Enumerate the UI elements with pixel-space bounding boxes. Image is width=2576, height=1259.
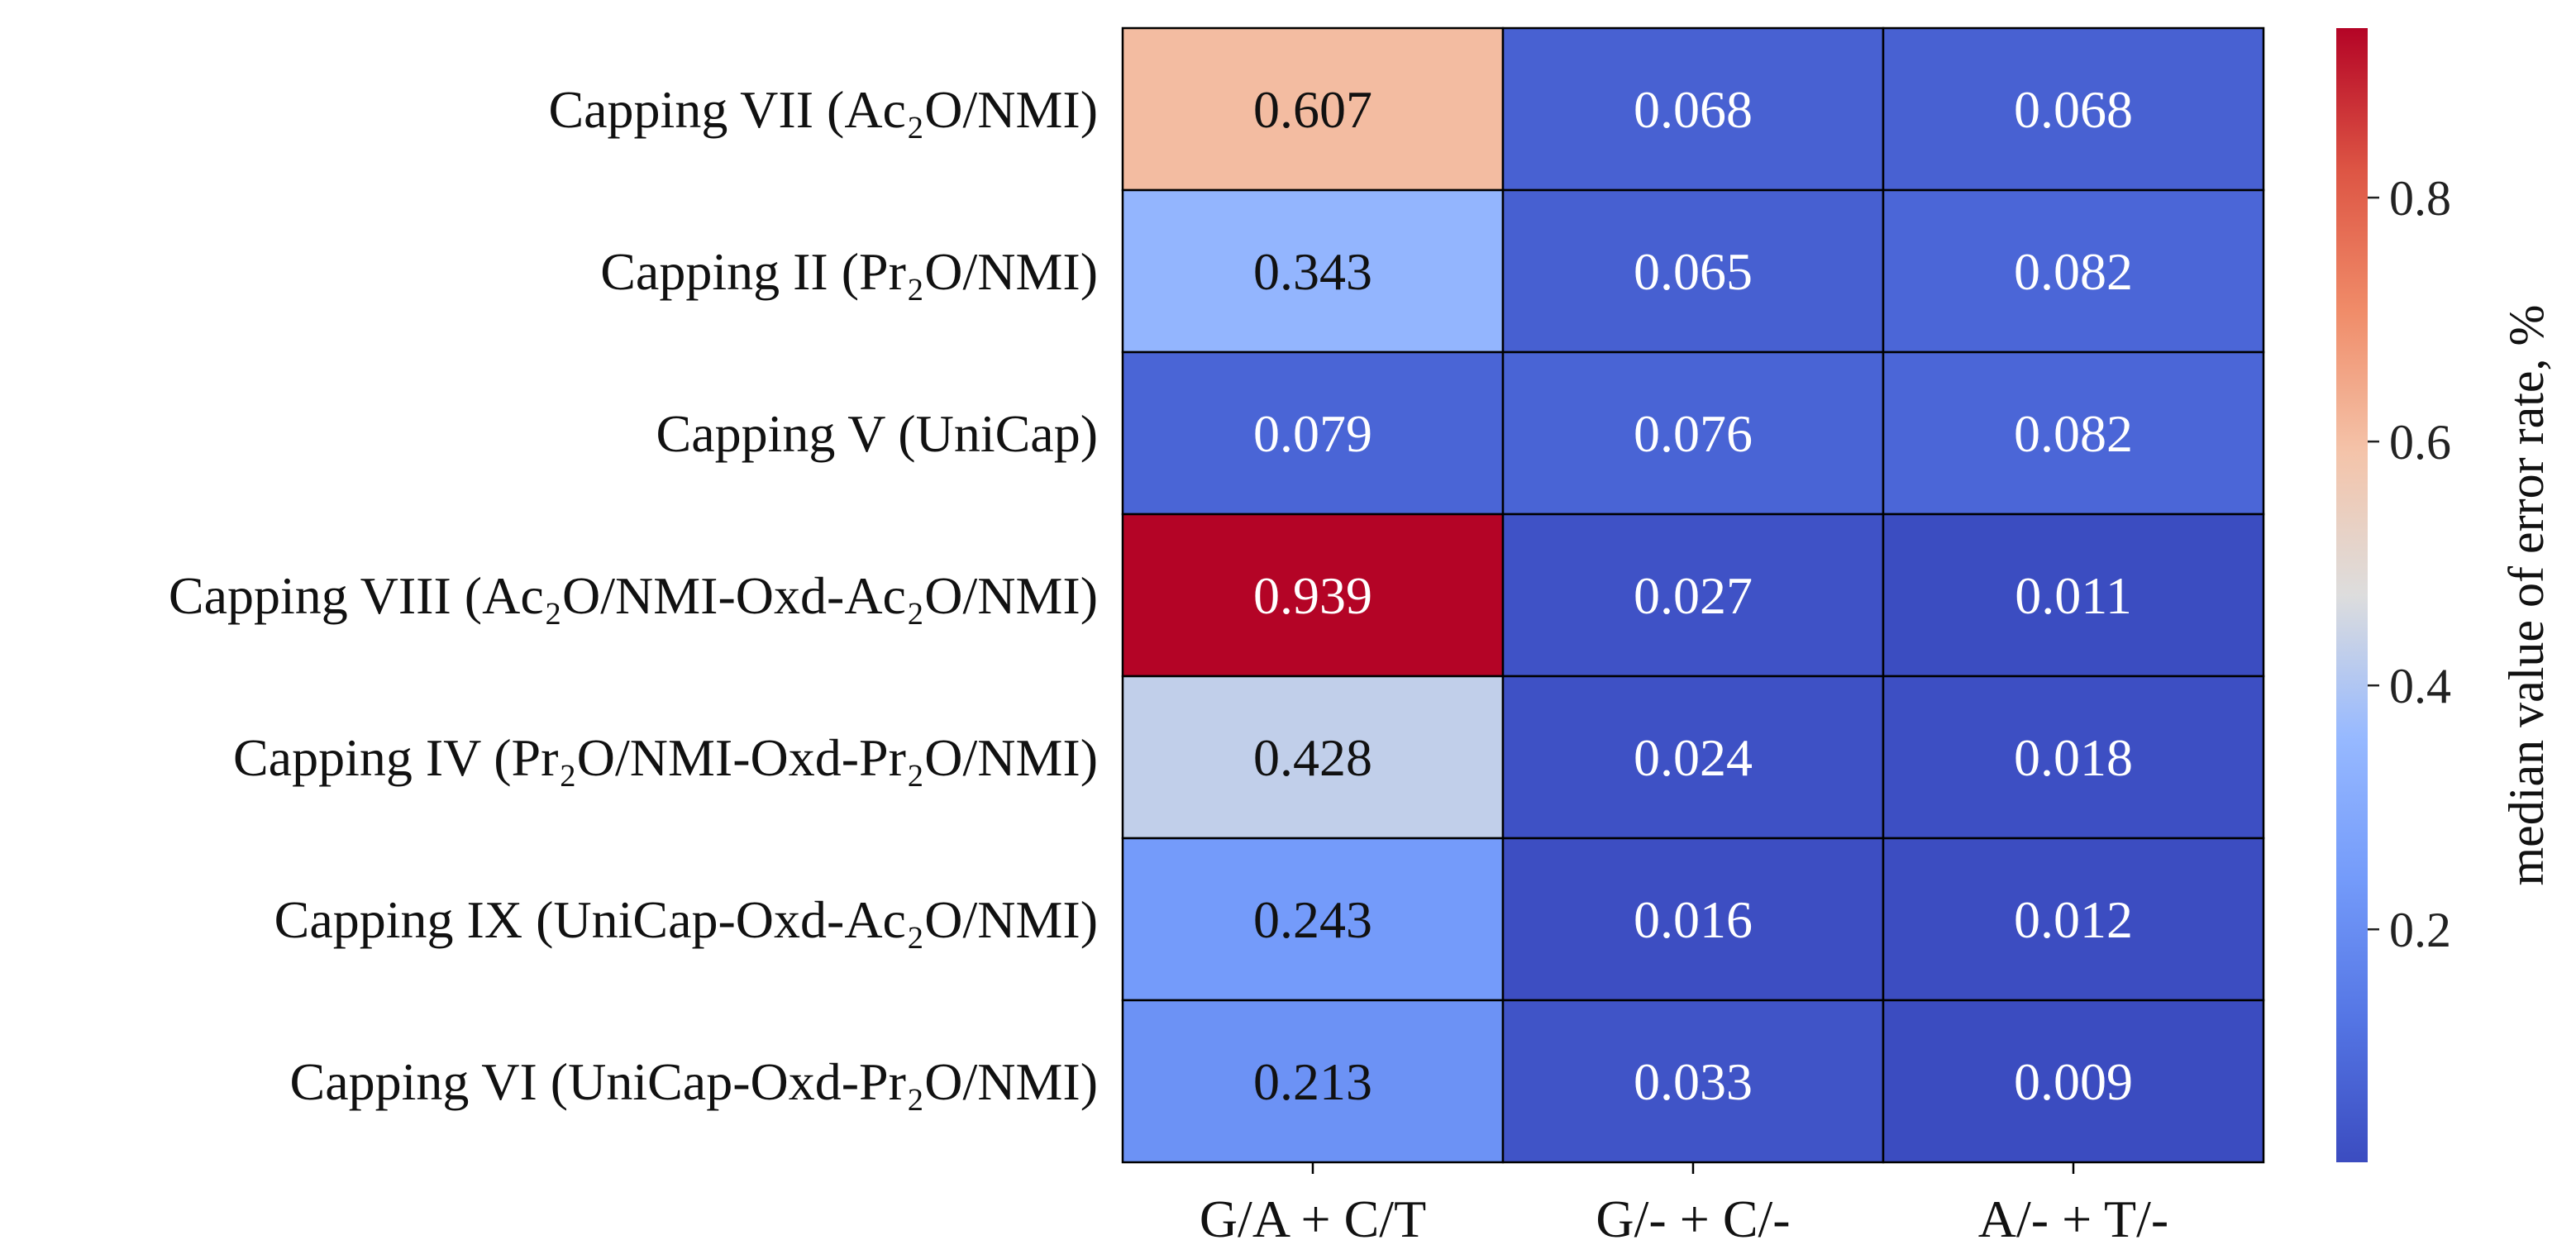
cell-value-label: 0.213: [1253, 1052, 1372, 1111]
column-label: G/A + C/T: [1200, 1190, 1426, 1248]
heatmap-cell: [1882, 188, 2265, 354]
heatmap-cell: [1501, 837, 1885, 1002]
heatmap-cell: [1882, 675, 2265, 840]
colorbar-tick-label: 0.2: [2389, 903, 2451, 957]
cell-value-label: 0.033: [1634, 1052, 1753, 1111]
row-label: Capping VII (Ac₂O/NMI): [548, 80, 1098, 139]
heatmap-cell: [1121, 188, 1505, 354]
cell-value-label: 0.079: [1253, 404, 1372, 463]
heatmap-cell: [1121, 675, 1505, 840]
cell-value-label: 0.016: [1634, 890, 1753, 949]
column-label: G/- + C/-: [1596, 1190, 1790, 1248]
colorbar-tick-label: 0.4: [2389, 659, 2451, 713]
row-label: Capping IV (Pr₂O/NMI-Oxd-Pr₂O/NMI): [233, 728, 1098, 787]
cell-value-label: 0.607: [1253, 80, 1372, 139]
cell-value-label: 0.082: [2014, 404, 2133, 463]
cell-value-label: 0.011: [2015, 566, 2132, 625]
cell-value-label: 0.018: [2014, 728, 2133, 787]
cell-value-label: 0.027: [1634, 566, 1753, 625]
row-label: Capping II (Pr₂O/NMI): [600, 242, 1098, 301]
colorbar-tick-label: 0.8: [2389, 171, 2451, 226]
row-labels: Capping VII (Ac₂O/NMI) Capping II (Pr₂O/N…: [169, 80, 1098, 1111]
heatmap-cell: [1882, 513, 2265, 678]
colorbar-ticks: 0.2 0.4 0.6 0.8: [2368, 171, 2451, 957]
row-label: Capping VI (UniCap-Oxd-Pr₂O/NMI): [290, 1052, 1098, 1111]
cell-value-label: 0.428: [1253, 728, 1372, 787]
row-label: Capping VIII (Ac₂O/NMI-Oxd-Ac₂O/NMI): [169, 566, 1098, 625]
heatmap-cell: [1501, 188, 1885, 354]
cell-value-label: 0.012: [2014, 890, 2133, 949]
column-label: A/- + T/-: [1978, 1190, 2168, 1248]
row-label: Capping IX (UniCap-Oxd-Ac₂O/NMI): [274, 890, 1098, 949]
heatmap-cell: [1121, 513, 1505, 678]
heatmap-cells: 0.607 0.068 0.068 0.343 0.065 0.082 0.079 0.076…: [1121, 26, 2265, 1164]
heatmap-cell: [1882, 26, 2265, 192]
heatmap-cell: [1121, 837, 1505, 1002]
colorbar: 0.2 0.4 0.6 0.8 median value of error rate,…: [2336, 28, 2554, 1162]
colorbar-tick-label: 0.6: [2389, 415, 2451, 470]
cell-value-label: 0.243: [1253, 890, 1372, 949]
heatmap-cell: [1121, 999, 1505, 1164]
heatmap-cell: [1501, 675, 1885, 840]
colorbar-label: median value of error rate, %: [2499, 305, 2554, 886]
column-labels: G/A + C/T G/- + C/- A/- + T/-: [1200, 1162, 2168, 1248]
heatmap-cell: [1501, 351, 1885, 516]
heatmap-cell: [1882, 999, 2265, 1164]
cell-value-label: 0.009: [2014, 1052, 2133, 1111]
cell-value-label: 0.068: [2014, 80, 2133, 139]
cell-value-label: 0.343: [1253, 242, 1372, 301]
cell-value-label: 0.082: [2014, 242, 2133, 301]
cell-value-label: 0.939: [1253, 566, 1372, 625]
heatmap-cell: [1121, 26, 1505, 192]
cell-value-label: 0.065: [1634, 242, 1753, 301]
heatmap-cell: [1501, 999, 1885, 1164]
heatmap-cell: [1882, 837, 2265, 1002]
cell-value-label: 0.068: [1634, 80, 1753, 139]
colorbar-gradient: [2336, 28, 2368, 1162]
cell-value-label: 0.076: [1634, 404, 1753, 463]
heatmap-cell: [1501, 26, 1885, 192]
row-label: Capping V (UniCap): [656, 404, 1099, 463]
cell-value-label: 0.024: [1634, 728, 1753, 787]
